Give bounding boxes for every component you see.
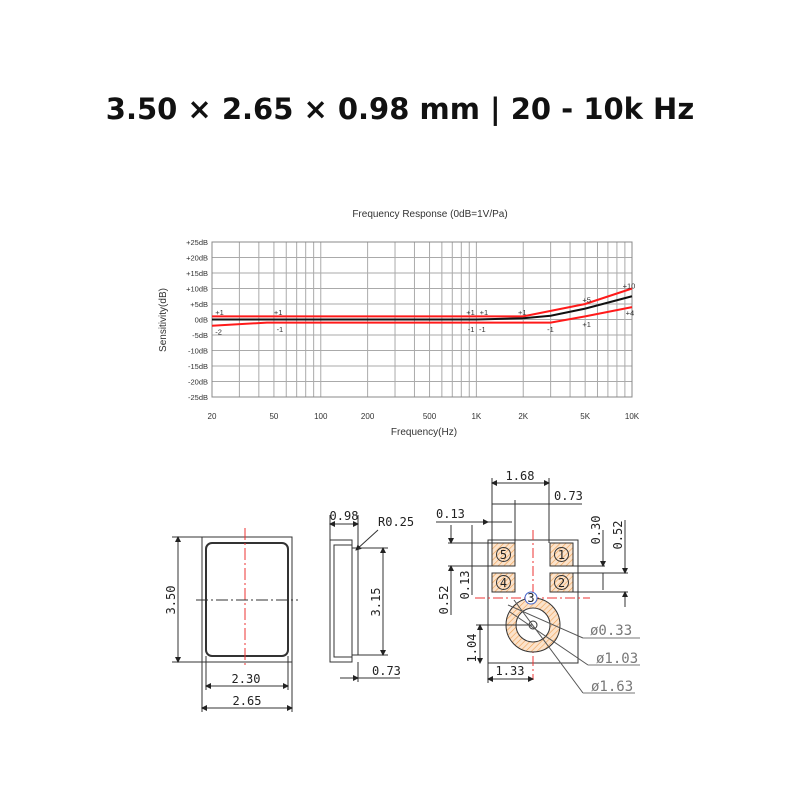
y-tick-label: -15dB [188,362,208,371]
annotation: +1 [480,308,489,317]
frequency-response-chart: Frequency Response (0dB=1V/Pa) Frequency… [158,209,640,438]
dim-outer-diameter: ø1.63 [591,679,633,695]
x-axis-label: Frequency(Hz) [391,427,457,438]
dim-width: 2.65 [233,694,262,708]
annotation: -1 [277,325,284,334]
pad-3 [524,591,538,605]
x-tick-label: 2K [518,412,528,421]
y-tick-label: +15dB [186,269,208,278]
x-tick-label: 500 [423,412,437,421]
y-tick-label: +20dB [186,254,208,263]
y-tick-label: +5dB [190,300,208,309]
annotation: +1 [518,308,527,317]
pad-label: 3 [527,591,534,605]
bottom-view: 1 2 3 4 5 1.68 0.73 0.13 0.30 0.52 0.52 [436,469,640,695]
annotation: +1 [274,308,283,317]
annotation: -2 [215,327,222,336]
y-tick-label: -5dB [192,331,208,340]
dim-thickness: 0.98 [330,509,359,523]
dim-base: 0.73 [372,664,401,678]
pad-label: 2 [558,576,565,590]
annotation: +4 [626,309,635,318]
x-tick-label: 200 [361,412,375,421]
dim-pad-pitch-left: 0.52 [437,586,451,615]
y-tick-label: +25dB [186,238,208,247]
annotation: +5 [582,295,591,304]
annotation: -1 [547,325,554,334]
pad-label: 1 [558,548,565,562]
series-line-1 [212,295,633,321]
dim-hole-x: 1.33 [496,664,525,678]
x-tick-label: 5K [580,412,590,421]
dim-hole-diameter: ø0.33 [590,623,632,639]
dim-radius: R0.25 [378,515,414,529]
pad-label: 4 [500,576,507,590]
dim-hole-y: 1.04 [465,634,479,663]
x-tick-label: 20 [208,412,217,421]
y-tick-label: 0dB [195,316,208,325]
side-view: 0.98 R0.25 3.15 0.73 [329,509,414,682]
dim-inner-width: 2.30 [232,672,261,686]
pad-5 [491,542,516,567]
chart-title: Frequency Response (0dB=1V/Pa) [352,209,507,220]
headline: 3.50 × 2.65 × 0.98 mm | 20 - 10k Hz [105,92,695,126]
dim-inner-height: 3.15 [369,588,383,617]
series-line-0 [212,287,633,318]
x-tick-label: 10K [625,412,640,421]
dim-pad-pitch: 0.52 [611,521,625,550]
x-tick-label: 100 [314,412,328,421]
pad-label: 5 [500,548,507,562]
annotation: -1 [479,325,486,334]
annotation: +1 [215,308,224,317]
annotation: +1 [582,320,591,329]
dim-inner-diameter: ø1.03 [596,651,638,667]
x-tick-label: 1K [471,412,481,421]
x-tick-label: 50 [269,412,278,421]
y-tick-label: -20dB [188,378,208,387]
series-line-2 [211,306,633,327]
dim-pad-gap-y-left: 0.13 [458,571,472,600]
front-view: 3.50 2.30 2.65 [164,528,298,712]
dim-pad-gap-y: 0.30 [589,516,603,545]
annotation: +10 [623,281,636,290]
dim-pad-span: 1.68 [506,469,535,483]
y-tick-label: +10dB [186,285,208,294]
dim-pad-gap-x: 0.13 [436,507,465,521]
y-tick-label: -10dB [188,347,208,356]
dim-pad-width: 0.73 [554,489,583,503]
annotation: +1 [466,308,475,317]
y-axis-label: Sensitivity(dB) [158,288,169,352]
y-tick-label: -25dB [188,393,208,402]
dim-height: 3.50 [164,586,178,615]
pad-1 [549,542,574,567]
annotation: -1 [468,325,475,334]
